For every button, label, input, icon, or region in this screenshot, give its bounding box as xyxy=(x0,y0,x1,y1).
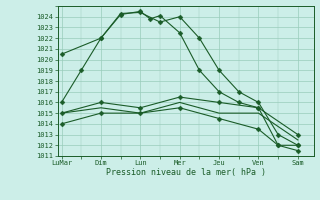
X-axis label: Pression niveau de la mer( hPa ): Pression niveau de la mer( hPa ) xyxy=(106,168,266,177)
